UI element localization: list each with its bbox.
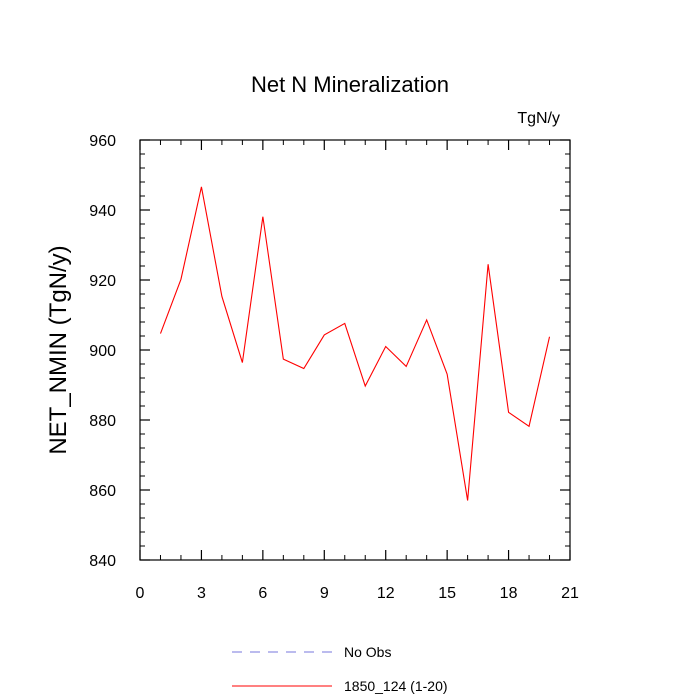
- x-tick-label: 18: [500, 585, 518, 602]
- y-tick-label: 840: [89, 553, 116, 570]
- x-tick-label: 21: [561, 585, 579, 602]
- y-tick-label: 900: [89, 343, 116, 360]
- y-tick-label: 860: [89, 483, 116, 500]
- x-tick-label: 0: [136, 585, 145, 602]
- units-label: TgN/y: [517, 110, 560, 127]
- y-tick-label: 920: [89, 273, 116, 290]
- legend-label: No Obs: [344, 644, 391, 660]
- legend-label: 1850_124 (1-20): [344, 678, 448, 694]
- x-tick-label: 9: [320, 585, 329, 602]
- x-tick-label: 3: [197, 585, 206, 602]
- legend: No Obs 1850_124 (1-20): [232, 644, 448, 694]
- axis-ticks: 0 3 6 9 12 15 18 21 840 860 880 900 920 940 960: [89, 133, 579, 602]
- x-tick-label: 12: [377, 585, 395, 602]
- y-tick-label: 880: [89, 413, 116, 430]
- series-line-0: [159, 186, 551, 501]
- y-tick-label: 960: [89, 133, 116, 150]
- y-axis-label: NET_NMIN (TgN/y): [45, 245, 72, 454]
- chart-title: Net N Mineralization: [251, 72, 449, 97]
- series-layer: [159, 186, 551, 501]
- y-tick-label: 940: [89, 203, 116, 220]
- x-tick-label: 6: [258, 585, 267, 602]
- x-tick-label: 15: [438, 585, 456, 602]
